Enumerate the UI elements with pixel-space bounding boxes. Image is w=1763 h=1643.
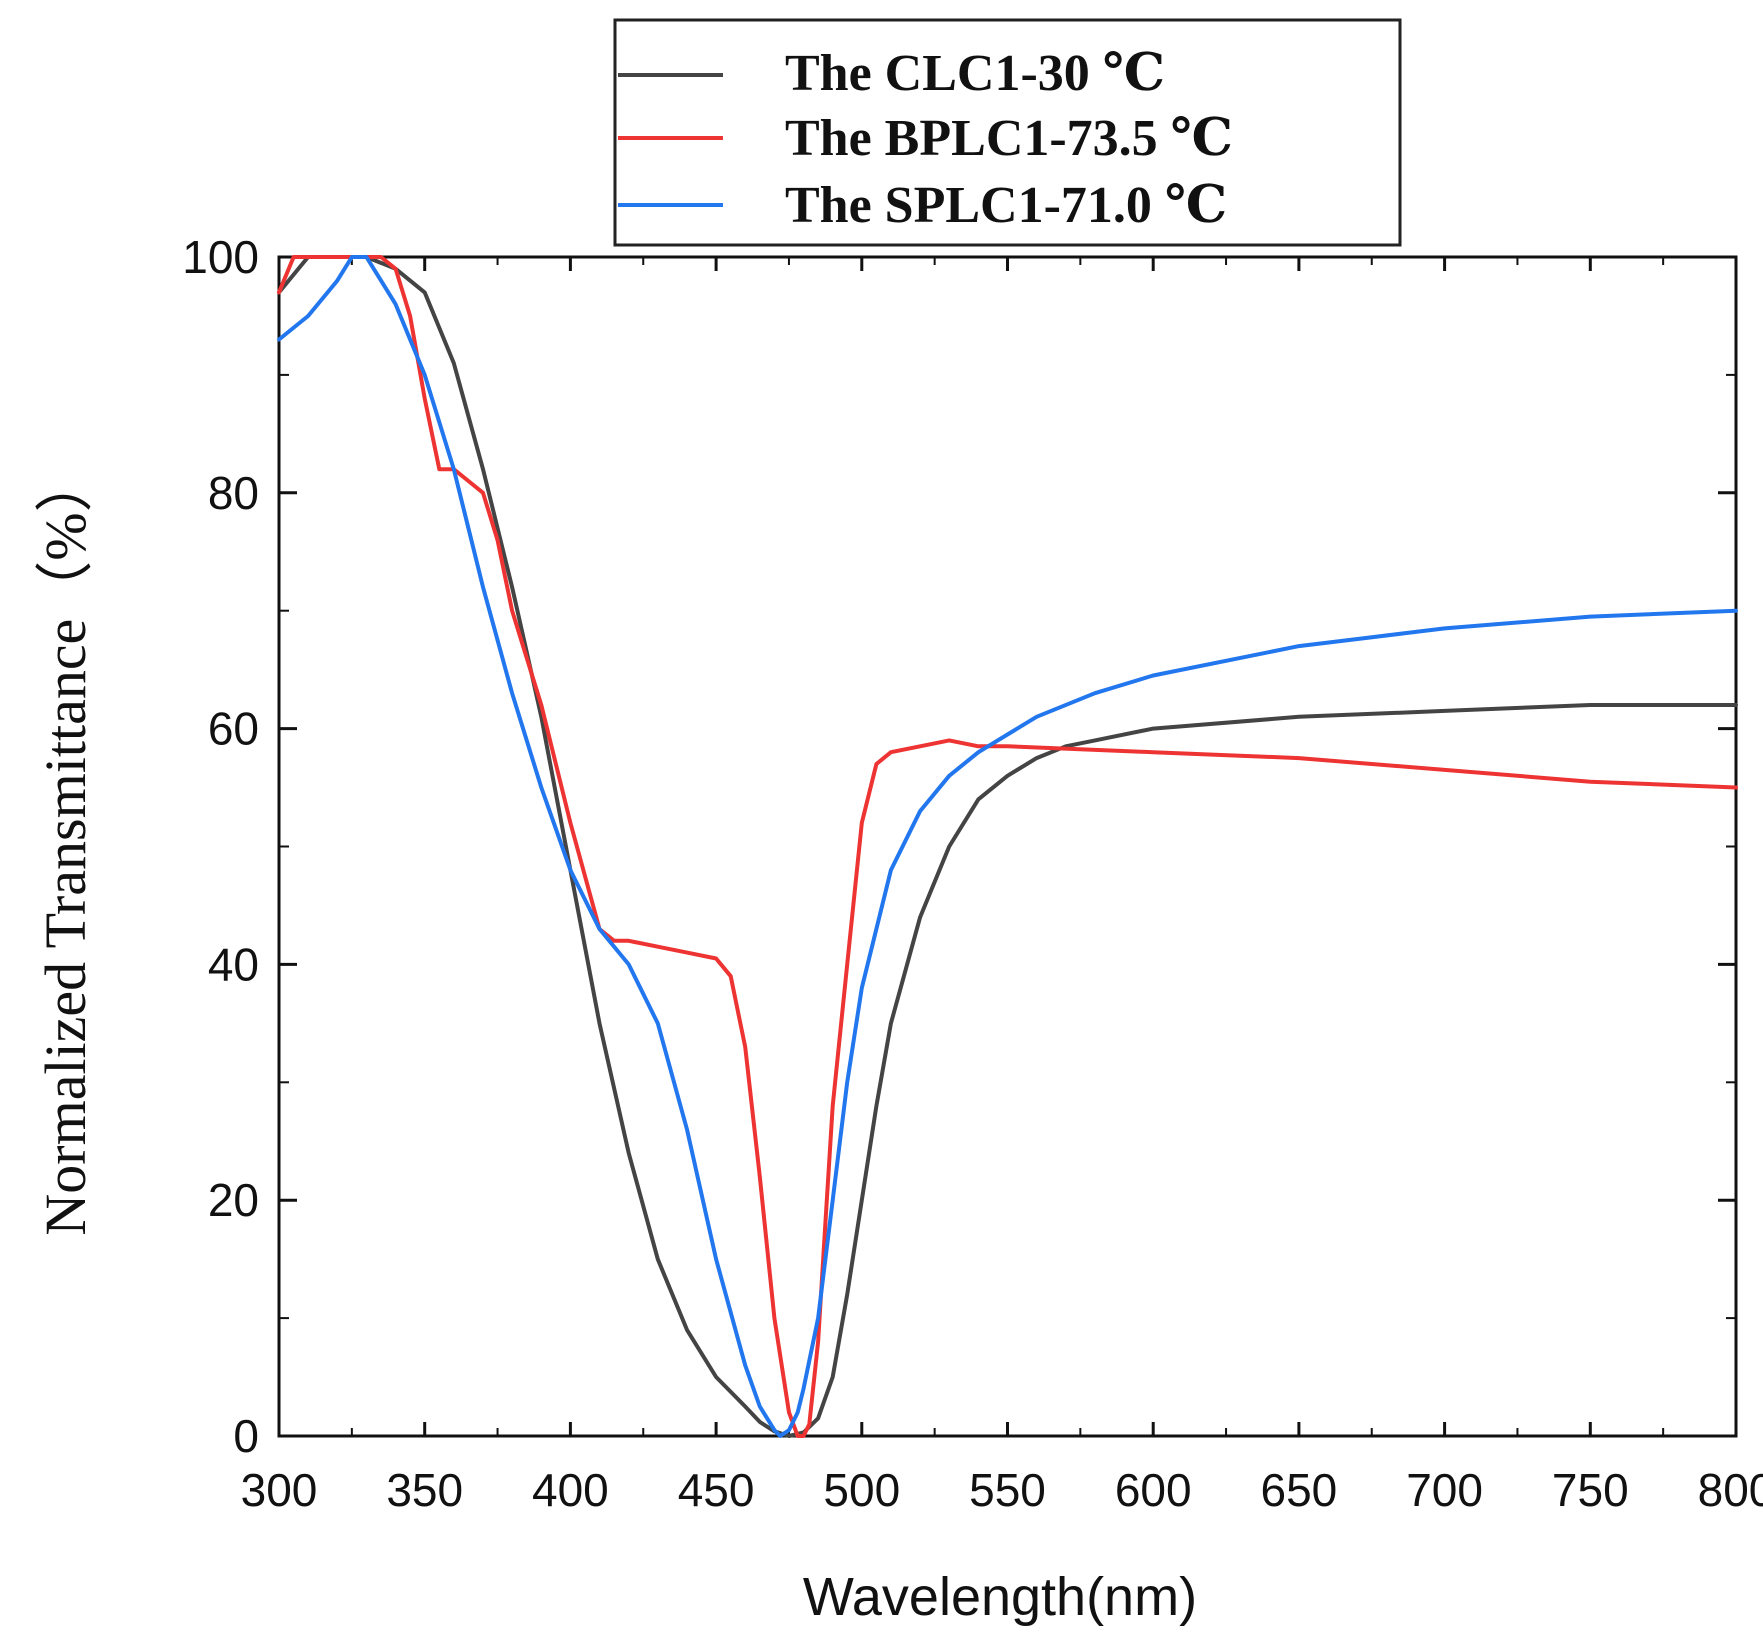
- series-lines: [277, 255, 1738, 1438]
- x-tick-label: 800: [1698, 1464, 1763, 1516]
- legend-label-splc1: The SPLC1-71.0 ℃: [785, 177, 1227, 234]
- plot-frame: [277, 255, 1738, 1438]
- legend-label-bplc1: The BPLC1-73.5 ℃: [785, 110, 1233, 167]
- x-tick-label: 550: [969, 1464, 1046, 1516]
- legend-box: [613, 18, 1402, 247]
- x-tick-label: 300: [241, 1464, 318, 1516]
- series-splc1-line: [277, 255, 1738, 1438]
- y-tick-label: 100: [182, 231, 259, 283]
- x-tick-label: 400: [532, 1464, 609, 1516]
- x-tick-label: 600: [1115, 1464, 1192, 1516]
- x-tick-label: 650: [1261, 1464, 1338, 1516]
- legend-label-clc1: The CLC1-30 ℃: [785, 45, 1165, 102]
- x-tick-label: 350: [386, 1464, 463, 1516]
- y-tick-label: 80: [208, 467, 259, 519]
- legend: The CLC1-30 ℃ The BPLC1-73.5 ℃ The SPLC1…: [613, 18, 1402, 247]
- axis-ticks: [277, 255, 1738, 1438]
- y-axis-title: Normalized Transmittance（%）: [33, 454, 98, 1235]
- series-bplc1-line: [277, 255, 1738, 1438]
- x-axis-title: Wavelength(nm): [803, 1567, 1197, 1627]
- x-tick-label: 750: [1552, 1464, 1629, 1516]
- y-tick-label: 0: [233, 1410, 259, 1462]
- y-tick-label: 60: [208, 703, 259, 755]
- series-clc1-line: [277, 255, 1738, 1438]
- x-tick-label: 450: [678, 1464, 755, 1516]
- x-tick-label: 700: [1406, 1464, 1483, 1516]
- y-tick-label: 20: [208, 1174, 259, 1226]
- axis-tick-labels: 300 350 400 450 500 550 600 650 700 750 800 0 20 40 60…: [182, 231, 1763, 1516]
- y-tick-label: 40: [208, 938, 259, 990]
- x-tick-label: 500: [823, 1464, 900, 1516]
